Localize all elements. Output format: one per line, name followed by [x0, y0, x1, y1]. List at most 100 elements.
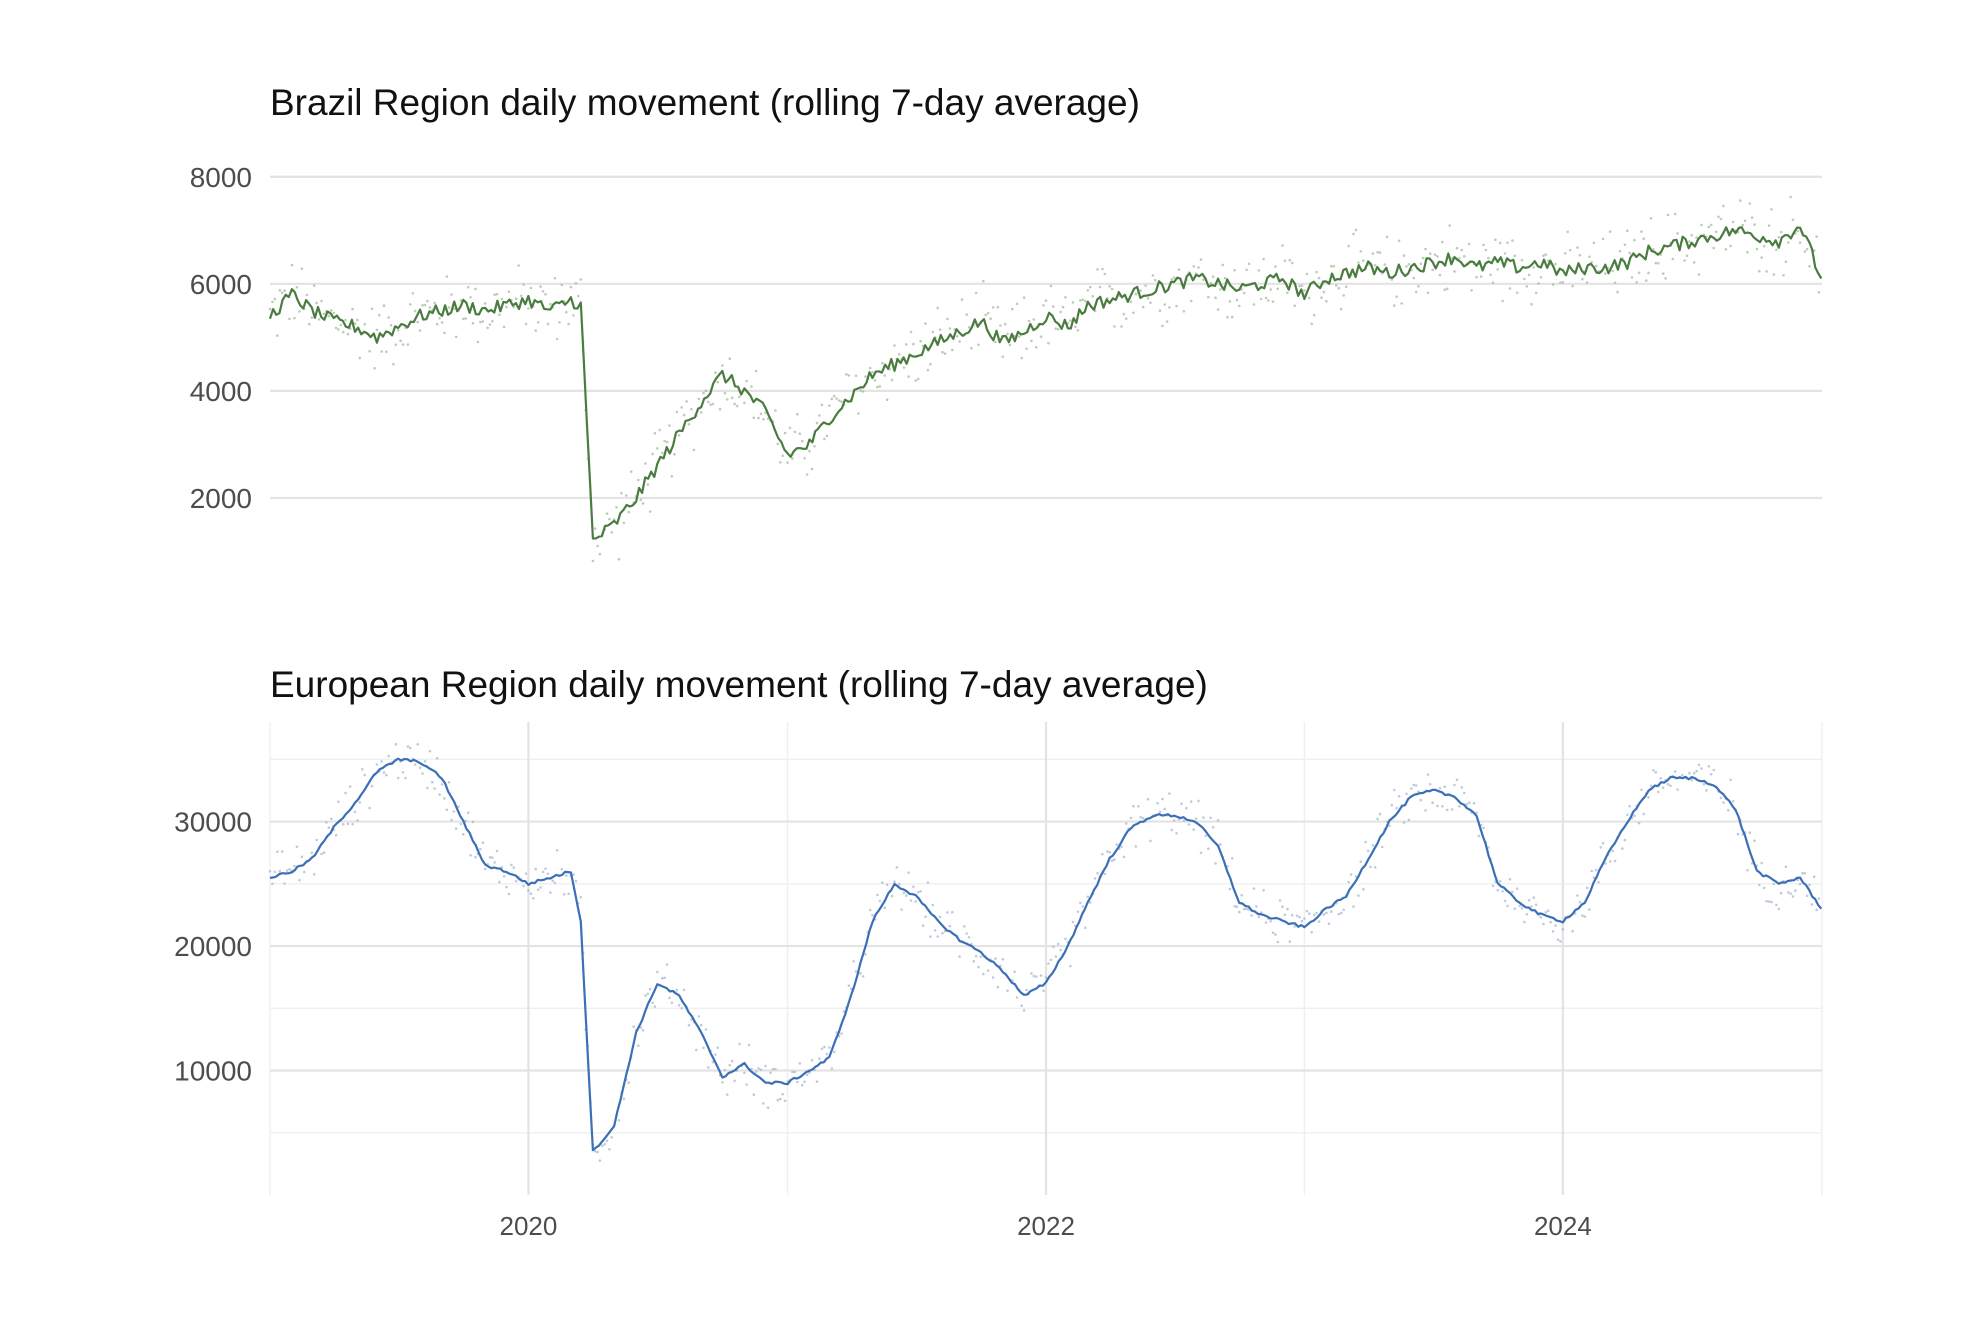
europe-daily-point	[1588, 908, 1591, 911]
brazil-daily-point	[1534, 291, 1538, 295]
europe-daily-point	[637, 1044, 640, 1047]
brazil-daily-point	[815, 421, 819, 425]
brazil-daily-point	[1758, 269, 1761, 273]
europe-daily-point	[1158, 810, 1162, 814]
europe-daily-point	[1501, 890, 1504, 893]
brazil-daily-point	[1467, 242, 1471, 246]
europe-daily-point	[1032, 974, 1036, 978]
europe-daily-point	[1330, 910, 1333, 913]
europe-daily-point	[1626, 813, 1629, 817]
brazil-daily-point	[411, 292, 415, 295]
brazil-daily-point	[1008, 343, 1012, 347]
brazil-daily-point	[344, 318, 347, 322]
europe-daily-point	[641, 1029, 645, 1032]
europe-daily-point	[488, 856, 492, 859]
brazil-daily-point	[1084, 299, 1087, 303]
brazil-daily-point	[1561, 280, 1565, 284]
brazil-daily-point	[1076, 329, 1080, 332]
europe-daily-point	[1240, 893, 1243, 897]
brazil-daily-point	[1290, 261, 1294, 265]
brazil-daily-point	[1264, 296, 1268, 300]
europe-daily-point	[1288, 940, 1292, 943]
europe-daily-point	[370, 784, 374, 788]
europe-daily-point	[452, 810, 456, 813]
brazil-daily-point	[1551, 283, 1555, 286]
europe-daily-point	[1339, 911, 1343, 915]
brazil-daily-point	[697, 397, 701, 401]
europe-daily-point	[1163, 807, 1166, 811]
europe-daily-point	[745, 1083, 748, 1086]
brazil-daily-point	[392, 362, 395, 366]
brazil-daily-point	[1300, 284, 1304, 288]
brazil-daily-point	[796, 412, 799, 416]
brazil-daily-point	[1436, 255, 1439, 258]
brazil-daily-point	[1071, 301, 1075, 304]
brazil-daily-point	[902, 366, 906, 369]
brazil-daily-point	[454, 335, 458, 339]
europe-daily-point	[1362, 887, 1365, 891]
europe-daily-point	[885, 883, 889, 886]
brazil-daily-point	[1293, 304, 1296, 308]
europe-daily-point	[1120, 845, 1123, 848]
europe-daily-point	[907, 871, 910, 874]
brazil-daily-point	[339, 323, 343, 327]
europe-daily-point	[1124, 822, 1128, 825]
brazil-daily-point	[438, 317, 441, 320]
brazil-daily-point	[1676, 232, 1679, 235]
brazil-daily-point	[1750, 216, 1754, 219]
europe-x-tick-label: 2024	[1534, 1211, 1592, 1241]
europe-daily-point	[1175, 832, 1178, 835]
brazil-daily-point	[1061, 305, 1065, 309]
brazil-daily-point	[1564, 252, 1567, 255]
brazil-daily-point	[1494, 238, 1497, 241]
brazil-daily-point	[1079, 299, 1082, 302]
europe-gridlines	[269, 722, 1823, 1195]
europe-daily-point	[1185, 806, 1188, 810]
europe-daily-point	[1071, 920, 1075, 924]
brazil-daily-point	[1132, 311, 1135, 315]
europe-daily-point	[900, 908, 903, 911]
brazil-daily-point	[380, 350, 383, 353]
brazil-daily-point	[1378, 251, 1382, 254]
brazil-daily-point	[1770, 208, 1773, 211]
brazil-daily-point	[919, 339, 922, 343]
europe-daily-point	[348, 785, 352, 788]
europe-daily-point	[1426, 773, 1430, 776]
europe-daily-point	[325, 821, 328, 824]
europe-daily-point	[1199, 851, 1203, 855]
europe-daily-point	[1758, 883, 1761, 887]
europe-daily-point	[1020, 1004, 1023, 1007]
brazil-daily-point	[1276, 287, 1280, 291]
europe-daily-point	[1453, 783, 1456, 787]
brazil-daily-point	[766, 417, 770, 421]
europe-daily-point	[948, 924, 952, 928]
europe-daily-point	[401, 771, 405, 774]
brazil-daily-point	[421, 303, 424, 307]
europe-daily-point	[1455, 778, 1459, 782]
europe-daily-point	[1405, 792, 1408, 796]
brazil-daily-point	[704, 389, 708, 393]
europe-daily-point	[1746, 869, 1749, 872]
brazil-daily-point	[897, 353, 901, 356]
brazil-daily-point	[1034, 346, 1038, 349]
europe-daily-point	[859, 972, 862, 975]
europe-daily-point	[941, 931, 944, 935]
europe-daily-point	[1539, 916, 1543, 919]
europe-daily-point	[1207, 847, 1210, 850]
brazil-daily-point	[818, 414, 821, 417]
brazil-daily-point	[1032, 318, 1036, 321]
brazil-daily-point	[1475, 275, 1478, 279]
europe-daily-point	[991, 976, 995, 979]
europe-daily-point	[1765, 899, 1768, 903]
europe-daily-point	[651, 1001, 654, 1005]
brazil-daily-point	[1335, 284, 1338, 287]
europe-daily-point	[627, 1081, 630, 1084]
europe-daily-point	[868, 908, 872, 912]
europe-daily-point	[1156, 801, 1159, 805]
europe-daily-point	[1252, 887, 1256, 890]
europe-daily-point	[1690, 778, 1693, 782]
brazil-daily-point	[1654, 261, 1658, 265]
europe-daily-point	[447, 781, 451, 784]
brazil-daily-point	[1700, 223, 1703, 227]
europe-daily-point	[726, 1093, 729, 1096]
